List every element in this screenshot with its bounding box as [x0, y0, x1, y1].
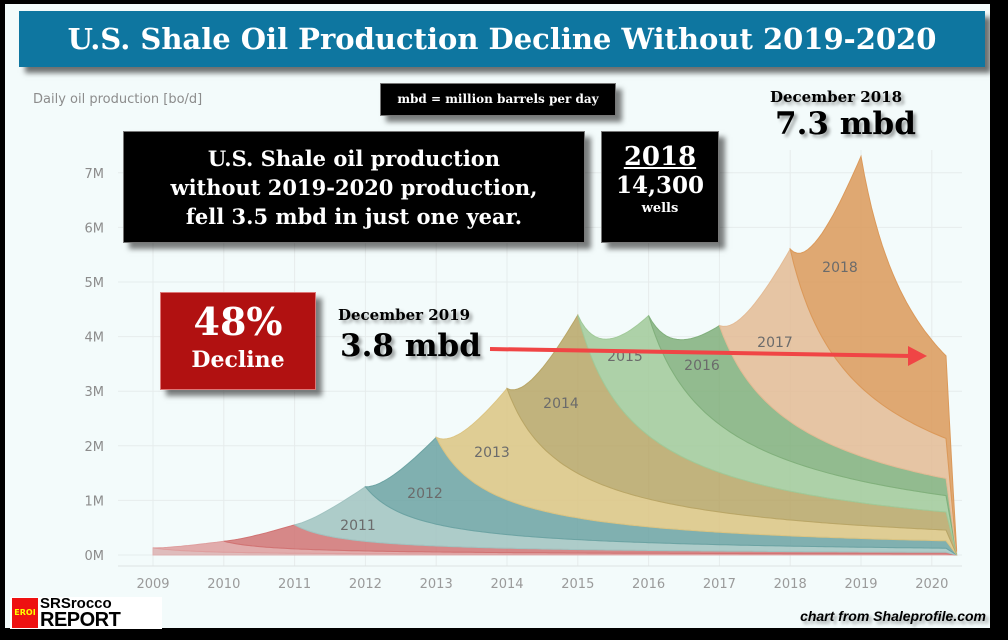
later-date-label: December 2019: [338, 306, 471, 324]
summary-line: fell 3.5 mbd in just one year.: [185, 204, 523, 229]
wells-unit: wells: [641, 201, 679, 216]
logo-text-bottom: REPORT: [40, 609, 121, 631]
arrow-shaft: [489, 347, 913, 358]
x-tick-label: 2017: [703, 577, 736, 592]
later-value-label: 3.8 mbd: [340, 328, 481, 364]
logo-map-icon: EROI: [12, 598, 38, 628]
x-tick-label: 2019: [844, 577, 877, 592]
logo-text-top: SRSrocco: [40, 595, 112, 612]
source-credit: chart from Shaleprofile.com: [800, 608, 986, 624]
x-tick-label: 2014: [490, 577, 523, 592]
x-tick-label: 2009: [136, 577, 169, 592]
wells-year: 2018: [623, 142, 697, 172]
mbd-definition-note: mbd = million barrels per day: [380, 83, 616, 116]
decline-percent: 48%: [193, 299, 283, 344]
y-tick-label: 2M: [85, 440, 105, 455]
x-tick-label: 2011: [278, 577, 311, 592]
summary-callout: U.S. Shale oil production without 2019-2…: [123, 131, 585, 243]
chart-title: U.S. Shale Oil Production Decline Withou…: [19, 11, 985, 67]
x-tick-label: 2012: [349, 577, 382, 592]
band-label-2011: 2011: [340, 518, 376, 534]
decline-word: Decline: [191, 347, 285, 373]
summary-line: U.S. Shale oil production: [207, 146, 501, 171]
band-label-2012: 2012: [407, 486, 443, 502]
x-axis: 2009 2010 2011 2012 2013 2014 2015 2016 2017 2018…: [136, 577, 948, 592]
y-tick-label: 4M: [85, 331, 105, 346]
wells-callout: 2018 14,300 wells: [601, 131, 719, 243]
summary-line: without 2019-2020 production,: [170, 175, 538, 200]
x-tick-label: 2015: [561, 577, 594, 592]
x-tick-label: 2016: [632, 577, 665, 592]
y-tick-label: 1M: [85, 494, 105, 509]
y-axis: 0M 1M 2M 3M 4M 5M 6M 7M: [85, 167, 105, 564]
wells-count: 14,300: [615, 172, 705, 199]
decline-arrow: [489, 346, 927, 366]
decline-callout: 48% Decline: [160, 292, 316, 390]
peak-value-label: 7.3 mbd: [775, 106, 916, 142]
y-tick-label: 6M: [85, 221, 105, 236]
y-tick-label: 5M: [85, 276, 105, 291]
band-label-2016: 2016: [684, 358, 720, 374]
x-tick-label: 2018: [774, 577, 807, 592]
y-tick-label: 3M: [85, 385, 105, 400]
band-label-2013: 2013: [474, 445, 510, 461]
x-tick-label: 2013: [420, 577, 453, 592]
y-tick-label: 0M: [85, 549, 105, 564]
y-tick-label: 7M: [85, 167, 105, 182]
x-tick-label: 2010: [207, 577, 240, 592]
arrow-head-icon: [908, 346, 927, 366]
peak-date-label: December 2018: [770, 88, 903, 106]
band-label-2014: 2014: [543, 396, 579, 412]
y-axis-label: Daily oil production [bo/d]: [33, 92, 203, 107]
band-label-2018: 2018: [822, 260, 858, 276]
srsrocco-logo: EROI SRSrocco REPORT: [10, 595, 162, 631]
band-label-2017: 2017: [757, 335, 793, 351]
x-tick-label: 2020: [915, 577, 948, 592]
